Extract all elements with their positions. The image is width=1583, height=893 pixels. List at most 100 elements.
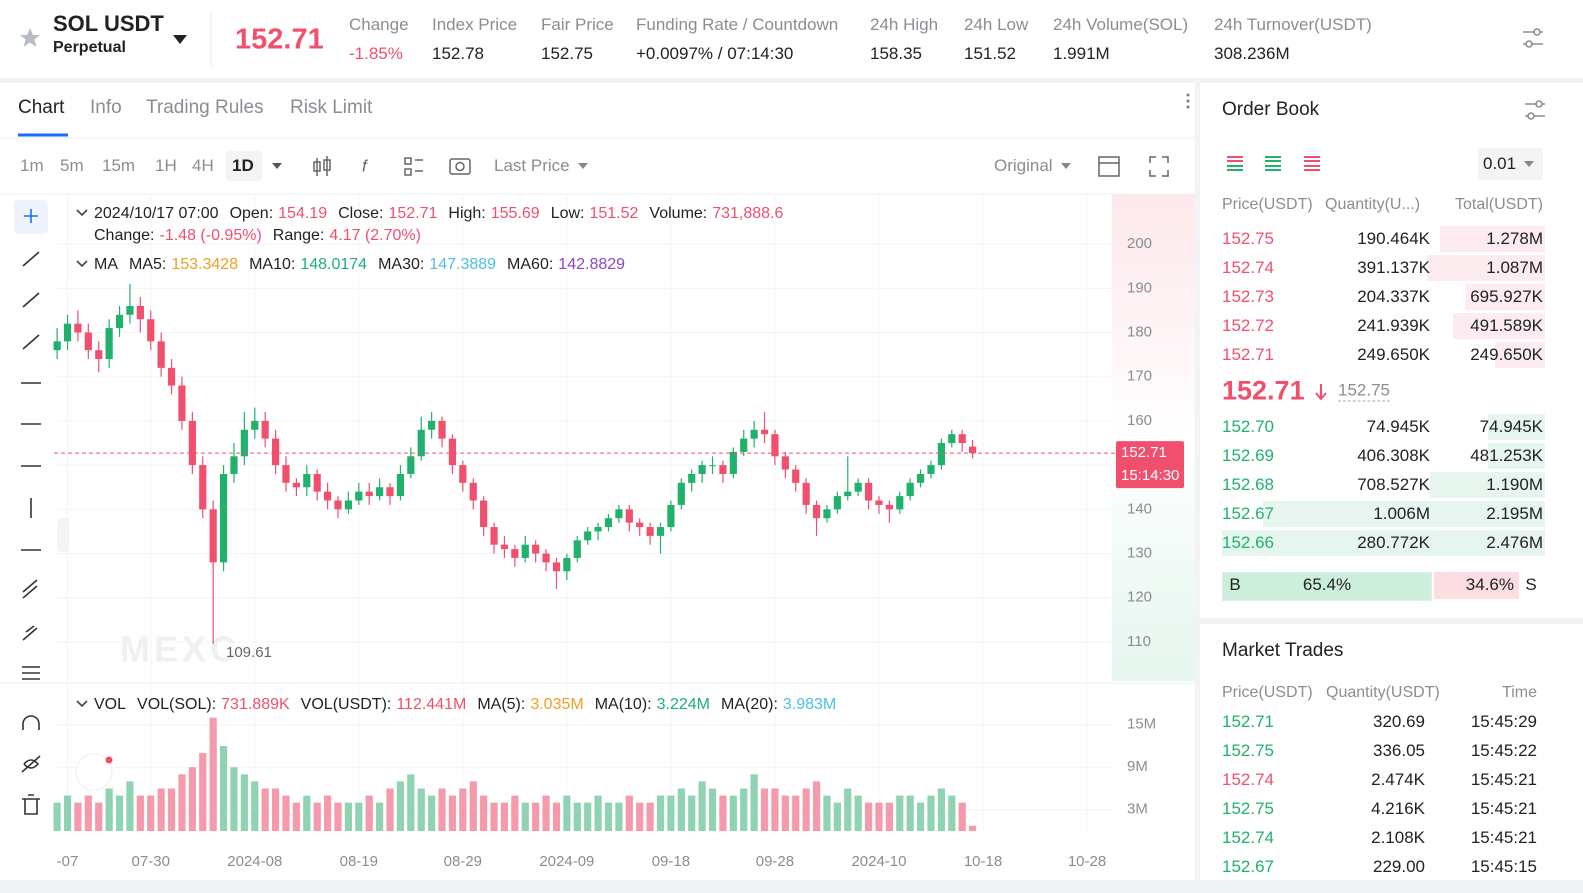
more-menu[interactable] <box>1186 93 1190 109</box>
interval-button[interactable]: 15m <box>102 156 136 175</box>
price[interactable]: 152.67 <box>1222 504 1274 523</box>
column-header: Time <box>1502 684 1537 701</box>
price[interactable]: 152.70 <box>1222 417 1274 436</box>
x-tick-label: 2024-08 <box>227 853 282 870</box>
buy-ratio: 65.4% <box>1302 575 1352 594</box>
precision-select[interactable]: 0.01 <box>1483 154 1517 173</box>
price[interactable]: 152.73 <box>1222 287 1274 306</box>
interval-button[interactable]: 1D <box>232 156 254 175</box>
candle-body <box>823 509 831 519</box>
volume-bar <box>916 802 925 831</box>
price[interactable]: 152.72 <box>1222 316 1274 335</box>
volume-bar <box>677 788 685 831</box>
price-scale-bg <box>1112 195 1195 681</box>
trade-time: 15:45:29 <box>1470 712 1537 731</box>
interval-button[interactable]: 5m <box>60 156 84 175</box>
volume-bar <box>719 795 727 831</box>
volume-bar <box>864 802 873 831</box>
volume-bar <box>355 802 363 831</box>
candle-body <box>157 341 165 368</box>
column-header: Total(USDT) <box>1454 196 1543 213</box>
price[interactable]: 152.69 <box>1222 446 1274 465</box>
candle-body <box>927 465 935 474</box>
volume-bar <box>584 802 592 831</box>
candle-body <box>167 367 176 386</box>
legend-text: Open: <box>229 205 274 222</box>
candle-body <box>230 456 238 474</box>
legend-text: VOL(USDT): <box>300 696 392 713</box>
drawing-tools[interactable] <box>21 209 41 815</box>
interval-button[interactable]: 1m <box>20 156 44 175</box>
stat-value: 308.236M <box>1214 44 1290 63</box>
candle-body <box>188 420 196 466</box>
event-button[interactable] <box>75 753 113 791</box>
candle-body <box>916 473 925 483</box>
candle-body <box>563 557 571 572</box>
tab[interactable]: Info <box>90 97 122 118</box>
stat-value: 152.78 <box>432 44 484 63</box>
volume-bar <box>646 802 654 831</box>
interval-button[interactable]: 1H <box>155 156 177 175</box>
quantity: 1.006M <box>1373 504 1430 523</box>
order-book-icons[interactable] <box>1227 100 1545 180</box>
candle-body <box>334 500 342 510</box>
depth-bar <box>1222 530 1545 556</box>
candle-body <box>812 504 821 519</box>
volume-bar <box>854 795 862 831</box>
toolbar-icons[interactable]: f <box>313 156 1169 177</box>
tab[interactable]: Trading Rules <box>146 97 264 118</box>
favorite-star[interactable] <box>20 28 40 47</box>
volume-bar <box>615 802 623 831</box>
price[interactable]: 152.71 <box>1222 345 1274 364</box>
candle-body <box>740 438 748 452</box>
volume-bar <box>750 774 758 831</box>
stat-label: 24h Low <box>964 15 1029 34</box>
panel-title: Order Book <box>1222 99 1320 120</box>
candle-body <box>251 420 259 430</box>
legend-text: 2024/10/17 07:00 <box>94 205 219 222</box>
depth-bar <box>1465 284 1545 310</box>
trade-price: 152.67 <box>1222 857 1274 876</box>
y-tick-label: 110 <box>1127 633 1151 650</box>
price[interactable]: 152.68 <box>1222 475 1274 494</box>
collapse-toggles[interactable] <box>76 209 88 708</box>
interval-button[interactable]: 4H <box>192 156 214 175</box>
sell-label-bg <box>1519 572 1543 599</box>
volume-bar <box>948 795 956 831</box>
price[interactable]: 152.66 <box>1222 533 1274 552</box>
volume-bar <box>656 795 665 831</box>
volume-bar <box>708 788 717 831</box>
view-dropdown[interactable] <box>1061 163 1071 169</box>
candle-body <box>469 482 477 501</box>
candle-body <box>459 465 467 483</box>
trade-price: 152.74 <box>1222 770 1274 789</box>
tab[interactable]: Chart <box>18 97 65 118</box>
total: 695.927K <box>1470 287 1543 306</box>
price-source[interactable]: Last Price <box>494 156 570 175</box>
side-toggle[interactable] <box>57 518 69 552</box>
last-price: 152.71 <box>235 23 324 56</box>
symbol-dropdown[interactable] <box>173 35 187 44</box>
sell-label: S <box>1525 575 1537 594</box>
volume-bar <box>667 795 675 831</box>
candle-body <box>344 500 353 510</box>
stat-value: 158.35 <box>870 44 922 63</box>
volume-bar <box>760 788 769 831</box>
x-tick-label: 09-28 <box>756 853 794 870</box>
price[interactable]: 152.74 <box>1222 258 1274 277</box>
symbol[interactable]: SOL USDT <box>53 11 164 36</box>
trade-time: 15:45:21 <box>1470 828 1537 847</box>
total: 1.190M <box>1486 475 1543 494</box>
volume-bar <box>781 795 789 831</box>
tab[interactable]: Risk Limit <box>290 97 373 118</box>
candle-body <box>937 443 945 466</box>
settings-icon[interactable] <box>1523 28 1543 48</box>
depth-bar <box>1488 443 1545 469</box>
candle-body <box>500 544 509 550</box>
candle-body <box>604 518 613 528</box>
view-select[interactable]: Original <box>994 156 1053 175</box>
quantity: 708.527K <box>1357 475 1430 494</box>
price-source-dropdown[interactable] <box>578 163 588 169</box>
price[interactable]: 152.75 <box>1222 229 1274 248</box>
interval-dropdown[interactable] <box>272 163 282 169</box>
